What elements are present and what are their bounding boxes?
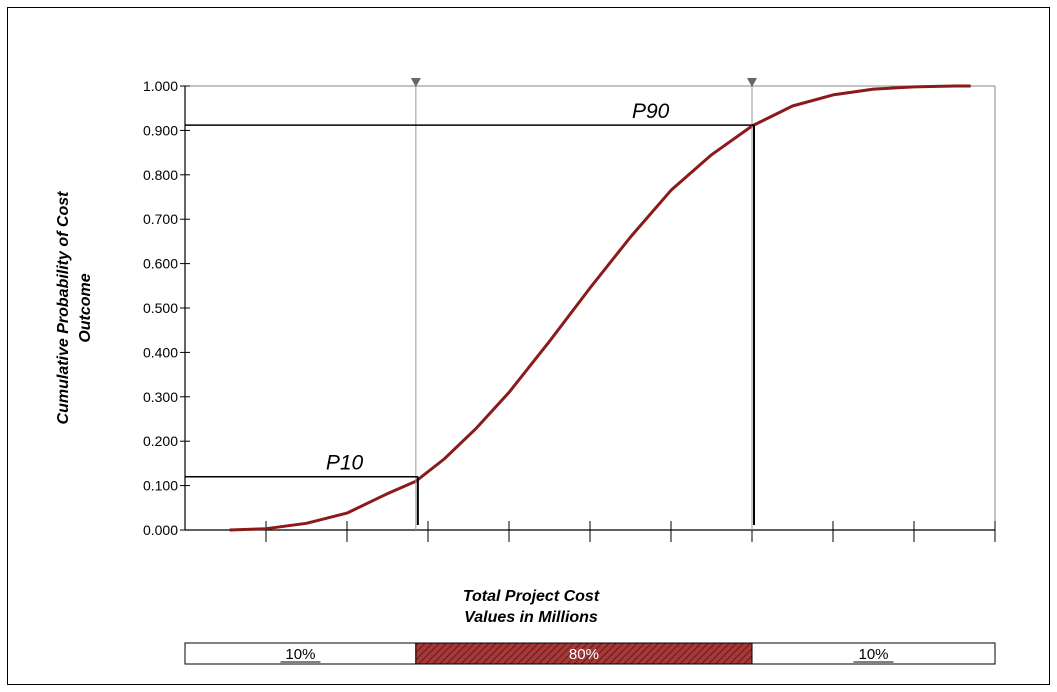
y-tick-label: 0.500 bbox=[143, 300, 178, 316]
y-tick-label: 0.300 bbox=[143, 389, 178, 405]
percentile-label: P90 bbox=[632, 100, 670, 123]
annotations: P10 P90 bbox=[185, 78, 757, 530]
plot-area: 0.000 0.100 0.200 0.300 0.400 0.500 0.600 0.700… bbox=[143, 78, 996, 542]
y-axis-title: Outcome bbox=[77, 273, 94, 342]
band-label: 10% bbox=[858, 646, 888, 663]
percentile-marker bbox=[747, 78, 757, 87]
y-tick-label: 0.400 bbox=[143, 344, 178, 360]
axis-titles: Total Project Cost Values in Millions Cumu… bbox=[55, 191, 600, 626]
band-segment bbox=[751, 642, 996, 665]
y-tick-label: 0.900 bbox=[143, 122, 178, 138]
x-axis-title: Total Project Cost bbox=[463, 588, 600, 605]
band-label: 80% bbox=[569, 646, 599, 663]
percentile-label: P10 bbox=[326, 452, 364, 475]
percentile-band: 10% 80% 10% bbox=[184, 642, 996, 665]
y-tick-label: 0.000 bbox=[143, 522, 178, 538]
percentile-marker bbox=[410, 78, 421, 87]
band-label: 10% bbox=[285, 646, 315, 663]
x-axis-title: Values in Millions bbox=[464, 609, 598, 626]
y-tick-label: 0.700 bbox=[143, 211, 178, 227]
y-tick-label: 1.000 bbox=[143, 78, 178, 94]
y-tick-label: 0.800 bbox=[143, 167, 178, 183]
y-tick-label: 0.200 bbox=[143, 433, 178, 449]
y-axis-title: Cumulative Probability of Cost bbox=[55, 191, 72, 425]
y-tick-label: 0.600 bbox=[143, 256, 178, 272]
cumulative-curve bbox=[229, 84, 971, 532]
y-tick-label: 0.100 bbox=[143, 478, 178, 494]
chart-frame bbox=[7, 7, 1050, 685]
